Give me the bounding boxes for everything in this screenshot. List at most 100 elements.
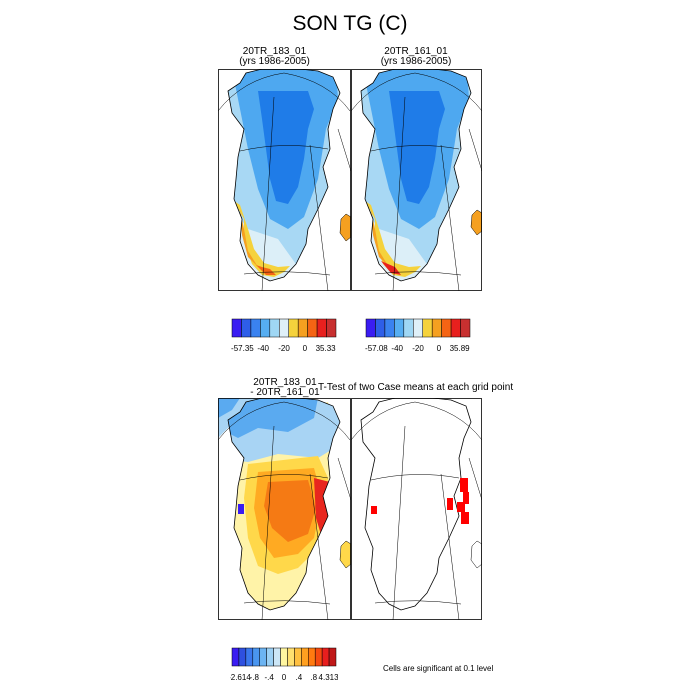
panel3-meridian (261, 425, 275, 620)
panel2-title: 20TR_161_01 (yrs 1986-2005) (351, 47, 481, 67)
significant-cell (463, 492, 469, 504)
panel4-meridian-3 (468, 457, 482, 501)
panel1-meridian-2 (309, 144, 329, 291)
panel2-meridian (392, 96, 406, 291)
panel1-frame (218, 69, 351, 291)
panel3-colorbar-swatch (301, 647, 309, 667)
significant-cell (447, 498, 453, 510)
panel3-parallel-3 (243, 600, 331, 605)
panel3-neg-cell (238, 504, 244, 514)
panel3-colorbar-swatch (314, 647, 323, 667)
panel3-colorbar-swatch (294, 647, 302, 667)
panel3-colorbar: -2.614-.8 -.4 0 .4 .8 4.313 (230, 647, 338, 682)
panel4-significant-cells (371, 478, 469, 524)
panel3-colorbar-swatch (266, 647, 274, 667)
panel3-colorbar-swatch (273, 647, 281, 667)
panel1-colorbar-tick-label: -57.35 (231, 344, 254, 353)
panel3-colorbar-tick-label: .4 (296, 673, 303, 682)
panel3-parallel (218, 401, 351, 441)
panel2-colorbar-swatch (460, 318, 471, 338)
panel3-ocean-neg-dark (218, 398, 240, 418)
panel2-map (351, 69, 482, 291)
panel1-colorbar-swatch (250, 318, 261, 338)
panel2-colorbar-tick-label: -57.08 (365, 344, 388, 353)
panel2-colorbar-tick-label: 0 (437, 344, 442, 353)
panel2-colorbar-swatch (413, 318, 423, 338)
panel3-colorbar-swatch (321, 647, 330, 667)
panel1-colorbar-tick-label: 0 (303, 344, 308, 353)
panel3-colorbar-swatches (231, 647, 337, 667)
panel4-iceland (470, 540, 482, 569)
panel3-colorbar-swatch (231, 647, 240, 667)
panel4-coastline (360, 398, 472, 611)
panel1-colorbar-swatch (279, 318, 289, 338)
panel3-meridian-3 (337, 457, 351, 501)
panel2-parallel-3 (374, 271, 462, 276)
panel3-colorbar-tick-label: -.4 (264, 673, 274, 682)
panel1-colorbar-swatch (326, 318, 337, 338)
panel3-frame (218, 398, 351, 620)
panel2-colorbar-ticks: -57.08 -40 -20 0 35.89 (365, 344, 470, 353)
panel3-colorbar-tick-label: .8 (310, 673, 317, 682)
panel1-colorbar-swatch (307, 318, 318, 338)
panel3-colorbar-swatch (328, 647, 337, 667)
significant-cell (461, 512, 469, 524)
panel1-parallel-3 (243, 271, 331, 276)
panel4-meridian-2 (440, 473, 460, 620)
panel1-colorbar-swatch (316, 318, 327, 338)
panel2-colorbar-swatch (365, 318, 376, 338)
panel4-meridian (392, 425, 406, 620)
panel2-colorbar-tick-label: 35.89 (450, 344, 471, 353)
panel1-colorbar-tick-label: -40 (257, 344, 269, 353)
panel1-colorbar-swatches (231, 318, 337, 338)
panel4-parallel (351, 401, 482, 441)
panel3-case-name: 20TR_183_01 (253, 377, 317, 388)
panel2-case-name: 20TR_161_01 (384, 46, 448, 57)
panel3-map (218, 398, 351, 620)
significant-cell (457, 502, 465, 512)
panel1-title: 20TR_183_01 (yrs 1986-2005) (218, 47, 331, 67)
panel2-field (361, 69, 471, 281)
panel3-coastline (227, 398, 341, 611)
panel3-colorbar-swatch (238, 647, 247, 667)
panel1-map (218, 69, 351, 291)
panel3-colorbar-swatch (287, 647, 295, 667)
panel3-colorbar-ticks: -2.614-.8 -.4 0 .4 .8 4.313 (230, 673, 338, 682)
panel2-years: (yrs 1986-2005) (380, 56, 452, 67)
panel3-colorbar-tick-label: 0 (282, 673, 287, 682)
panel3-colorbar-swatch (252, 647, 260, 667)
panel2-coastline (360, 69, 472, 282)
panel3-colorbar-swatch (245, 647, 254, 667)
panel1-colorbar-tick-label: -20 (278, 344, 290, 353)
panel1-colorbar-swatch (269, 318, 280, 338)
panel2-colorbar-swatch (394, 318, 405, 338)
panel1-colorbar: -57.35 -40 -20 0 35.33 (231, 318, 337, 353)
panel1-field (228, 69, 340, 281)
panel1-colorbar-tick-label: 35.33 (316, 344, 337, 353)
panel2-colorbar-swatch (431, 318, 442, 338)
panel3-minus-case: - 20TR_161_01 (250, 387, 320, 398)
panel2-frame (351, 69, 482, 291)
panel2-colorbar-swatches (365, 318, 471, 338)
page-title: SON TG (C) (292, 12, 408, 35)
panel1-meridian-3 (337, 128, 351, 172)
significant-cell (460, 478, 468, 492)
panel2-parallel-2 (370, 145, 460, 152)
panel3-title: 20TR_183_01 - 20TR_161_01 (230, 378, 340, 398)
panel3-colorbar-swatch (259, 647, 267, 667)
panel2-colorbar-swatch (450, 318, 461, 338)
panel1-meridian (261, 96, 275, 291)
panel4-map (351, 398, 482, 620)
panel1-colorbar-swatch (288, 318, 299, 338)
panel2-parallel (351, 72, 482, 112)
panel3-colorbar-swatch (308, 647, 316, 667)
panel3-colorbar-tick-label: -2.614 (230, 673, 251, 682)
panel1-colorbar-swatch (231, 318, 242, 338)
panel2-colorbar-tick-label: -20 (412, 344, 424, 353)
panel3-iceland (339, 540, 351, 569)
panel2-colorbar-tick-label: -40 (391, 344, 403, 353)
panel2-meridian-2 (440, 144, 460, 291)
panel4-title: T-Test of two Case means at each grid po… (318, 382, 514, 393)
panel1-colorbar-swatch (297, 318, 308, 338)
panel2-colorbar-swatch (422, 318, 433, 338)
